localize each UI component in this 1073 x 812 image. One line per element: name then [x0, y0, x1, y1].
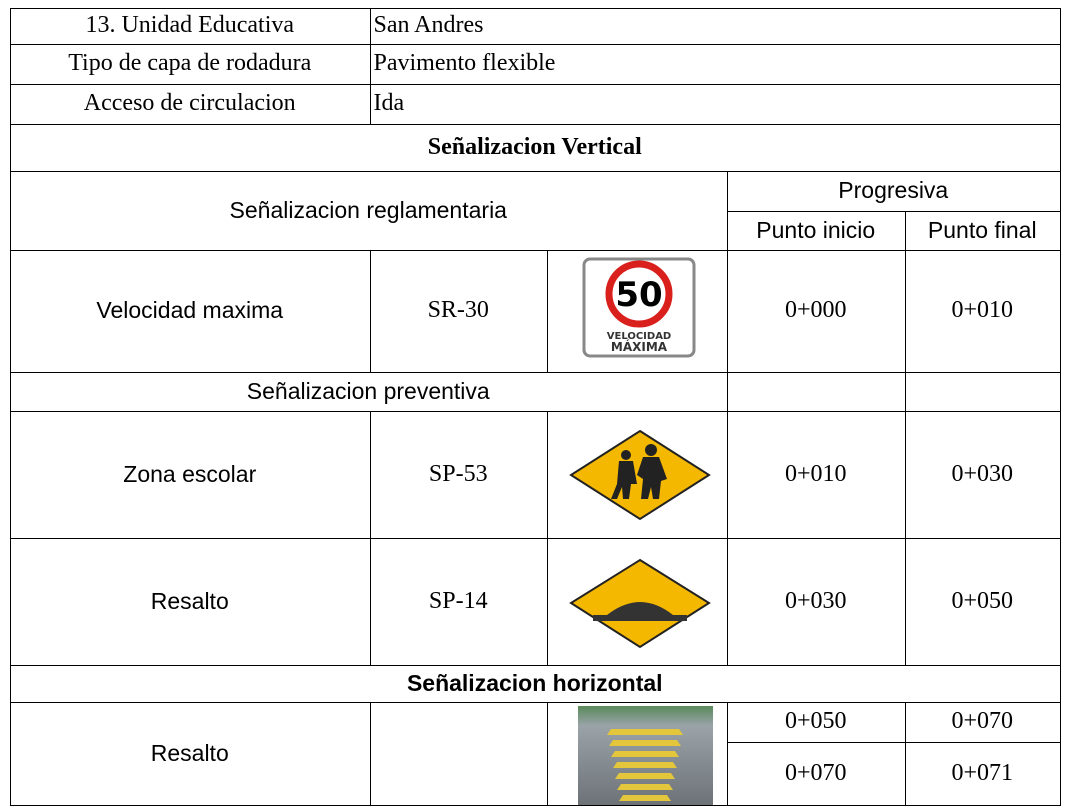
- marking-name: Resalto: [9, 701, 371, 806]
- empty-cell: [726, 371, 906, 412]
- info-label: Acceso de circulacion: [9, 83, 371, 125]
- marking-stripe: [611, 751, 679, 757]
- info-label: Tipo de capa de rodadura: [9, 43, 371, 85]
- group-header: Señalizacion reglamentaria: [9, 170, 728, 251]
- section-title: Señalizacion horizontal: [9, 664, 1061, 703]
- info-value: San Andres: [369, 7, 1061, 45]
- end-point: 0+071: [904, 741, 1061, 806]
- info-value: Ida: [369, 83, 1061, 125]
- figure-head: [645, 444, 657, 456]
- sign-caption: VELOCIDAD: [607, 331, 672, 342]
- figure-head: [621, 450, 631, 460]
- sign-image-cell: [546, 410, 728, 539]
- end-point: 0+050: [904, 537, 1061, 666]
- marking-stripe: [615, 773, 675, 779]
- group-header: Señalizacion preventiva: [9, 371, 728, 412]
- sign-caption: MÁXIMA: [611, 339, 668, 354]
- info-value: Pavimento flexible: [369, 43, 1061, 85]
- end-point: 0+070: [904, 701, 1061, 743]
- marking-stripe: [617, 784, 673, 790]
- start-point: 0+070: [726, 741, 906, 806]
- start-point: 0+010: [726, 410, 906, 539]
- start-point: 0+000: [726, 249, 906, 373]
- start-point: 0+030: [726, 537, 906, 666]
- column-header: Punto final: [904, 210, 1061, 251]
- section-title: Señalizacion Vertical: [9, 123, 1061, 172]
- end-point: 0+030: [904, 410, 1061, 539]
- signage-table: 13. Unidad Educativa San Andres Tipo de ca…: [9, 7, 1061, 806]
- empty-cell: [904, 371, 1061, 412]
- figure-body: [611, 461, 637, 499]
- sign-number: 50: [615, 275, 662, 315]
- sign-image-cell: [546, 537, 728, 666]
- marking-stripe: [613, 762, 677, 768]
- sign-image-cell: [546, 249, 728, 373]
- marking-stripe: [609, 740, 681, 746]
- column-header: Punto inicio: [726, 210, 906, 251]
- info-label: 13. Unidad Educativa: [9, 7, 371, 45]
- sign-name: Zona escolar: [9, 410, 371, 539]
- empty-cell: [369, 701, 548, 806]
- sign-name: Resalto: [9, 537, 371, 666]
- sign-code: SP-14: [369, 537, 548, 666]
- sign-code: SP-53: [369, 410, 548, 539]
- start-point: 0+050: [726, 701, 906, 743]
- bump-symbol: [593, 602, 687, 621]
- column-header: Progresiva: [726, 170, 1061, 212]
- figure-body: [637, 457, 667, 499]
- sign-ring: [605, 260, 673, 328]
- sign-name: Velocidad maxima: [9, 249, 371, 373]
- end-point: 0+010: [904, 249, 1061, 373]
- marking-stripe: [607, 729, 683, 735]
- marking-stripe: [619, 795, 671, 801]
- marking-image-cell: [546, 701, 728, 806]
- sign-code: SR-30: [369, 249, 548, 373]
